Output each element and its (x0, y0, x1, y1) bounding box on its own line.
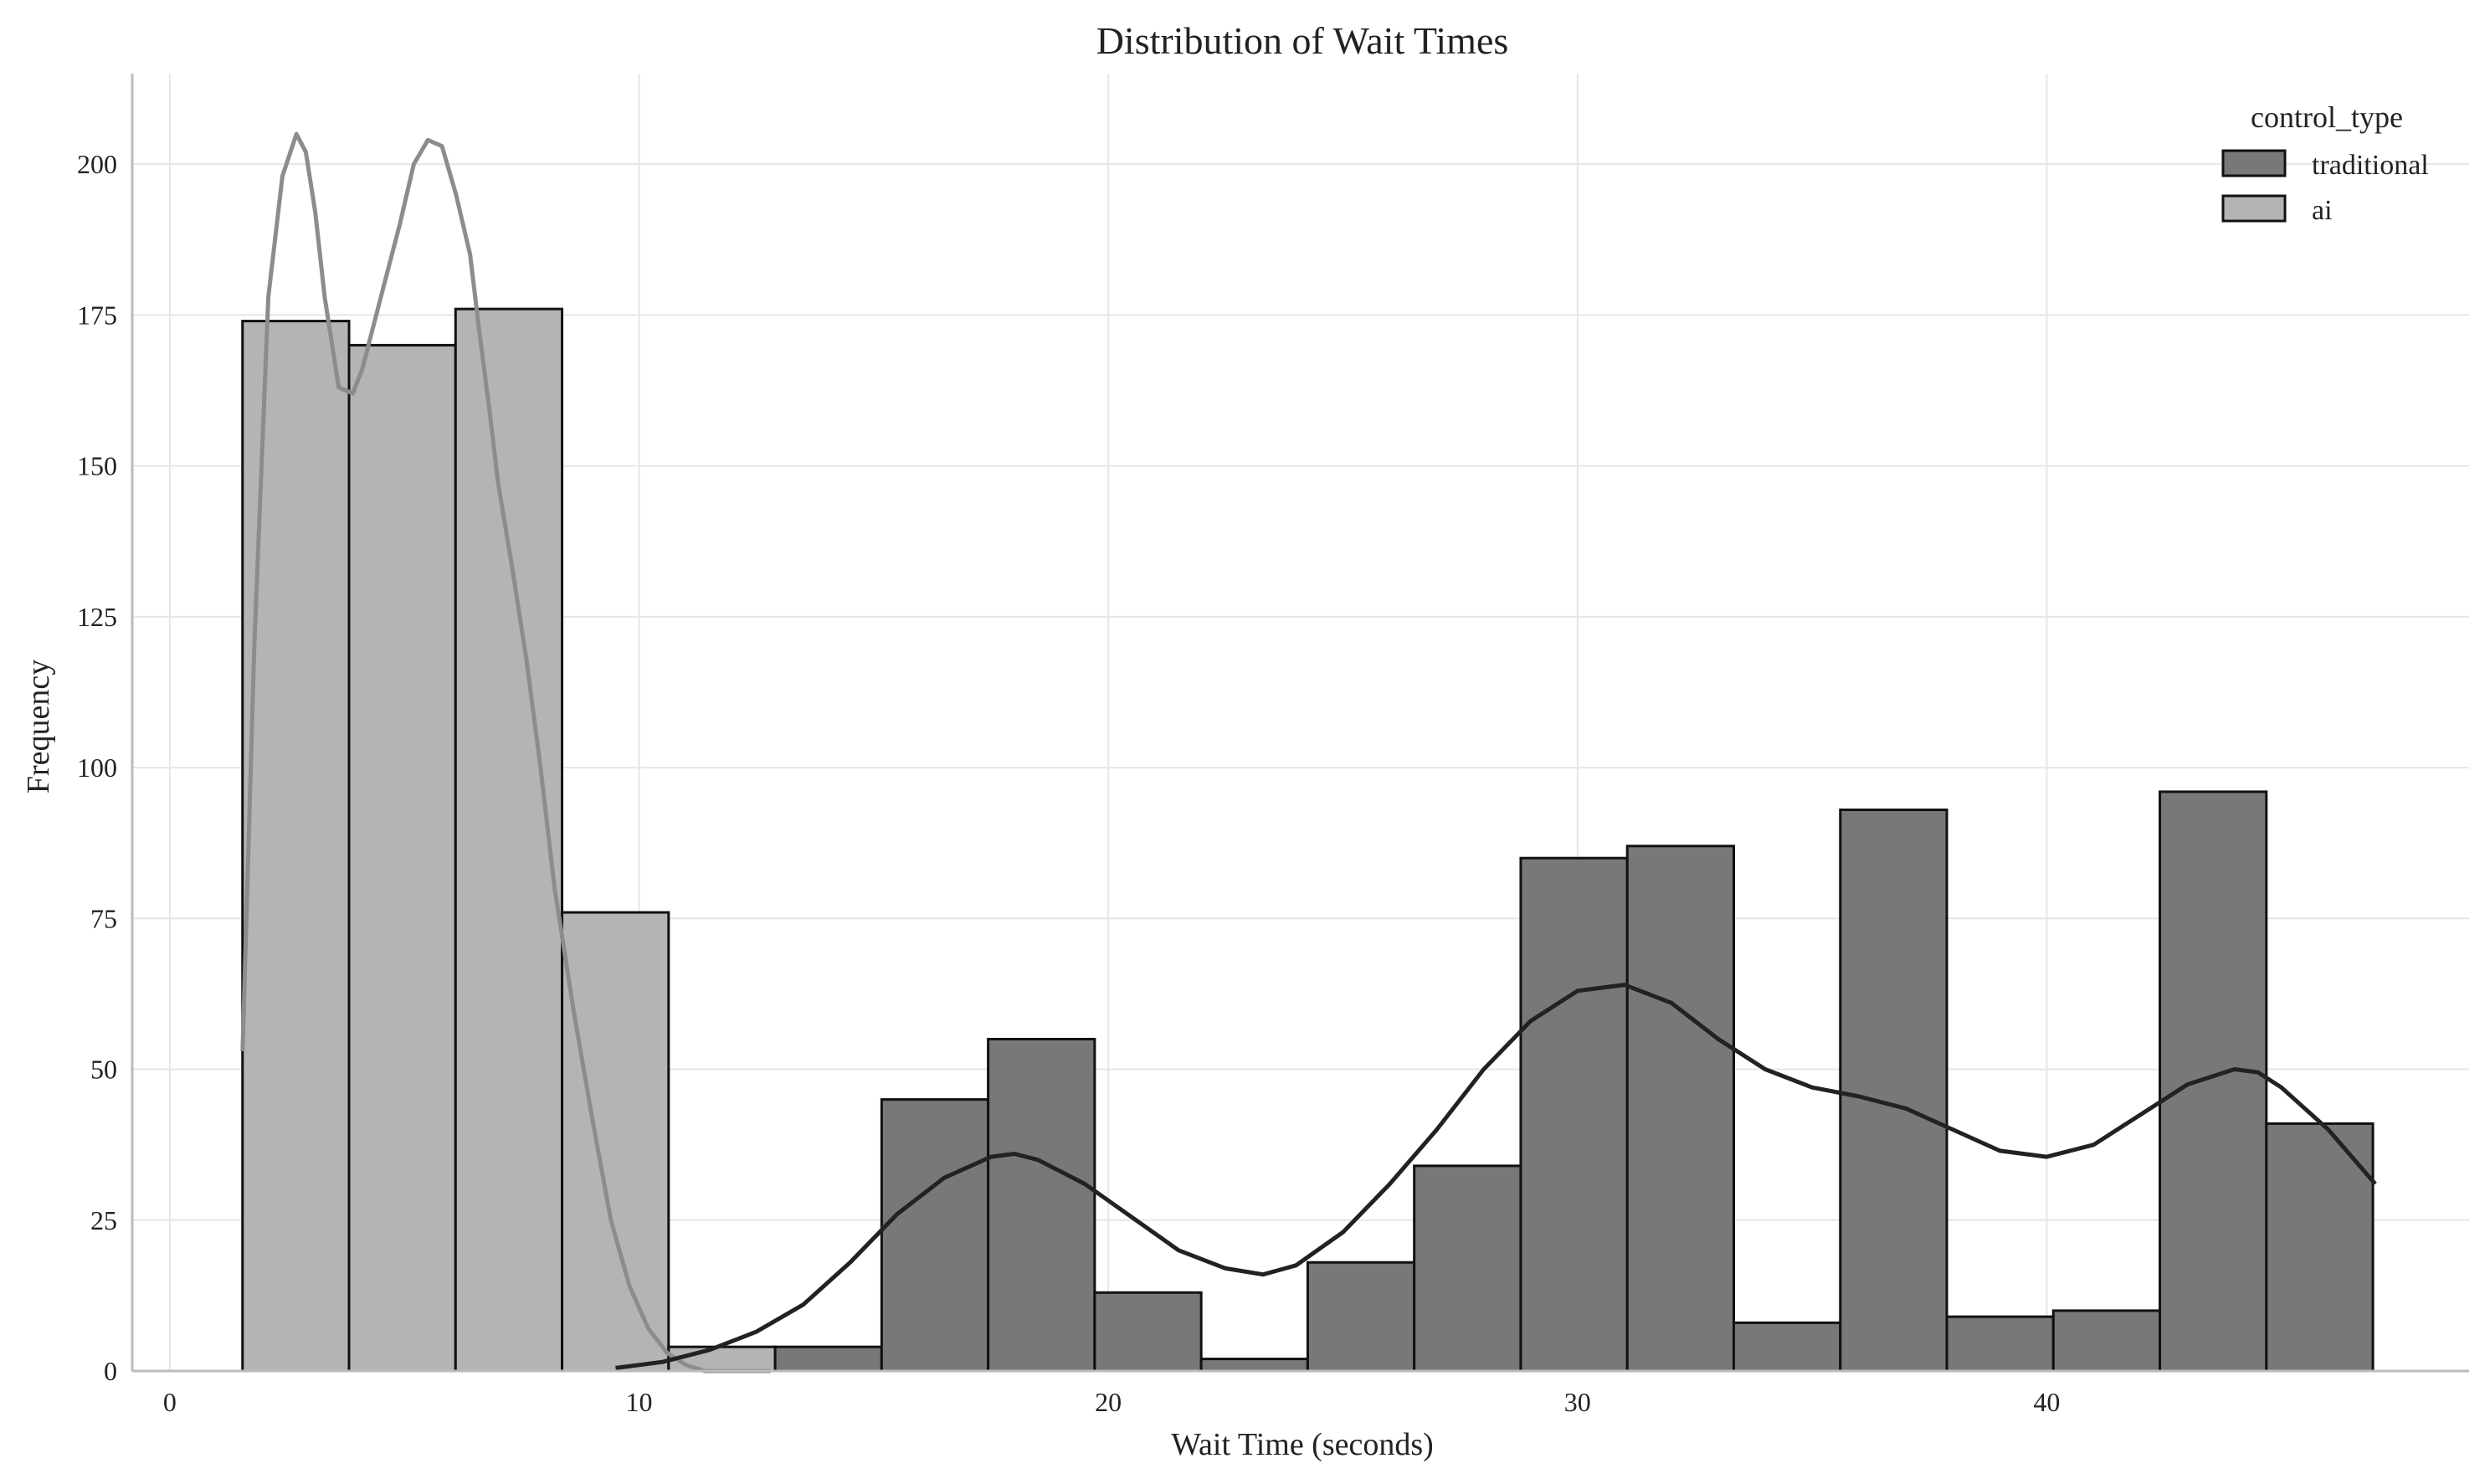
legend-title: control_type (2251, 100, 2403, 134)
y-tick-label: 25 (90, 1205, 117, 1235)
bar-traditional (2051, 1309, 2162, 1373)
y-tick-label: 75 (90, 903, 117, 933)
bar-traditional (1625, 845, 1735, 1373)
bars-traditional (773, 790, 2375, 1373)
bar-ai (241, 320, 351, 1373)
y-tick-label: 0 (104, 1356, 117, 1386)
bar-traditional (1199, 1358, 1309, 1373)
kde-layer (240, 131, 2377, 1374)
bar-traditional (1413, 1164, 1522, 1373)
legend-label-ai: ai (2312, 195, 2333, 226)
bar-ai (667, 1345, 777, 1373)
x-tick-label: 0 (163, 1387, 177, 1417)
x-tick-label: 10 (625, 1387, 652, 1417)
bar-ai (561, 911, 670, 1373)
y-tick-label: 200 (77, 149, 117, 179)
bar-ai (454, 307, 564, 1373)
bar-traditional (880, 1098, 990, 1373)
y-tick-label: 125 (77, 602, 117, 632)
ticks-layer: 0 10 20 30 40 0 25 50 75 100 125 150 175 200 (77, 149, 2060, 1417)
bar-traditional (1945, 1315, 2055, 1373)
y-tick-label: 50 (90, 1055, 117, 1085)
kde-curve-ai (240, 131, 771, 1374)
x-tick-label: 30 (1564, 1387, 1591, 1417)
bar-traditional (1306, 1261, 1416, 1373)
legend-swatch-traditional (2221, 149, 2287, 177)
legend: control_type traditional ai (2221, 100, 2429, 226)
kde-curve-traditional (615, 983, 2377, 1370)
bar-traditional (1839, 809, 1948, 1373)
legend-label-traditional: traditional (2312, 150, 2429, 181)
bar-traditional (987, 1037, 1096, 1373)
y-tick-label: 100 (77, 752, 117, 783)
bar-traditional (773, 1345, 883, 1373)
x-axis-label: Wait Time (seconds) (1171, 1427, 1434, 1462)
y-axis-label: Frequency (21, 660, 56, 793)
x-tick-label: 40 (2033, 1387, 2060, 1417)
axes-layer (131, 74, 2469, 1373)
legend-swatch-ai (2221, 194, 2287, 223)
chart-title: Distribution of Wait Times (1096, 19, 1509, 62)
bar-traditional (2159, 790, 2268, 1373)
x-tick-label: 20 (1095, 1387, 1122, 1417)
bar-traditional (1519, 856, 1629, 1373)
y-tick-label: 175 (77, 300, 117, 330)
bar-traditional (1093, 1291, 1203, 1373)
y-tick-label: 150 (77, 451, 117, 481)
bars-ai (241, 307, 777, 1373)
bar-ai (347, 343, 457, 1373)
bar-traditional (1732, 1321, 1842, 1373)
